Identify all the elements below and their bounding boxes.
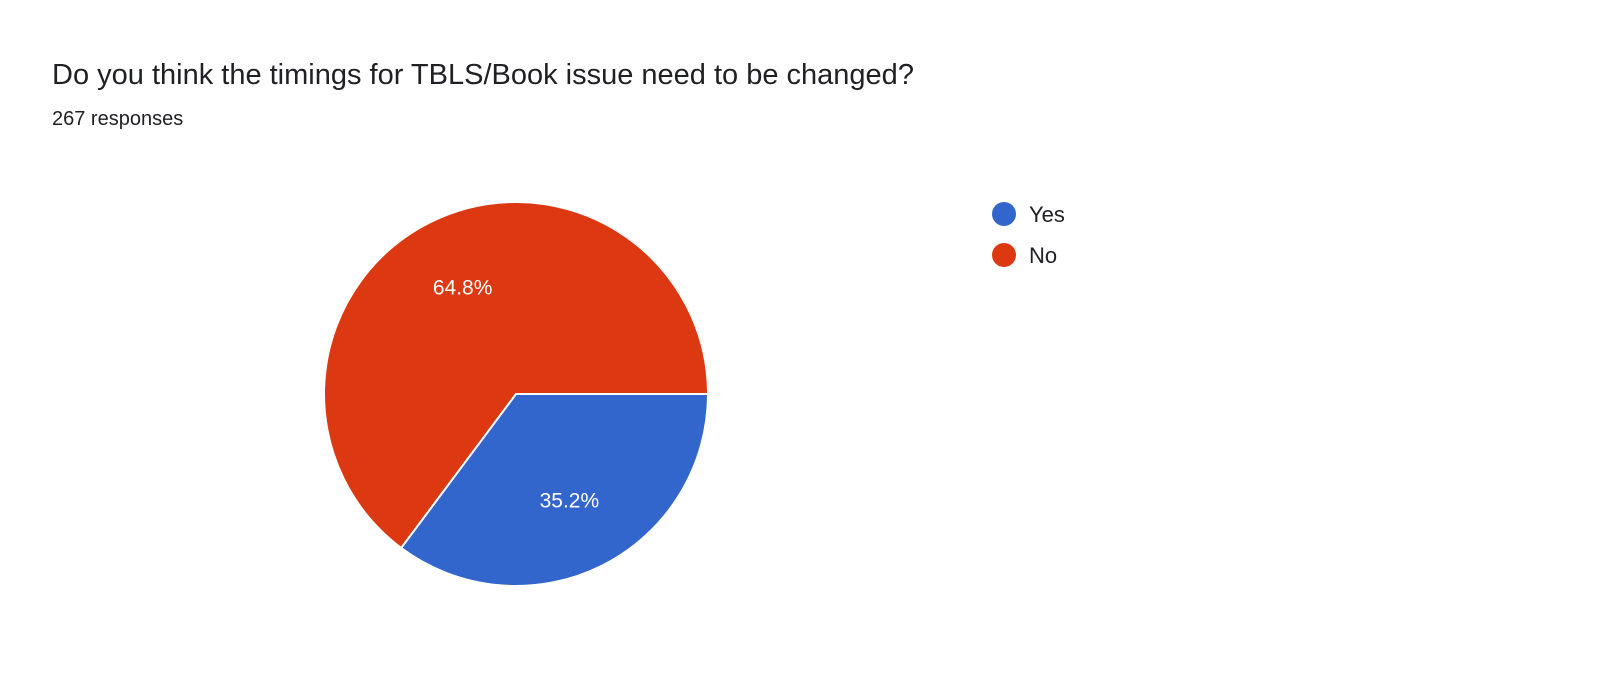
- response-count: 267 responses: [52, 108, 184, 130]
- slice-label-yes: 35.2%: [540, 489, 600, 512]
- chart-title: Do you think the timings for TBLS/Book i…: [52, 59, 914, 91]
- pie-slice-no[interactable]: [323, 201, 710, 550]
- legend-label-yes[interactable]: Yes: [1029, 202, 1065, 227]
- legend-marker-yes: [992, 202, 1016, 226]
- slice-label-no: 64.8%: [433, 277, 493, 300]
- legend-label-no[interactable]: No: [1029, 243, 1057, 268]
- legend-marker-no: [992, 243, 1016, 267]
- pie-slice-yes[interactable]: [399, 393, 710, 587]
